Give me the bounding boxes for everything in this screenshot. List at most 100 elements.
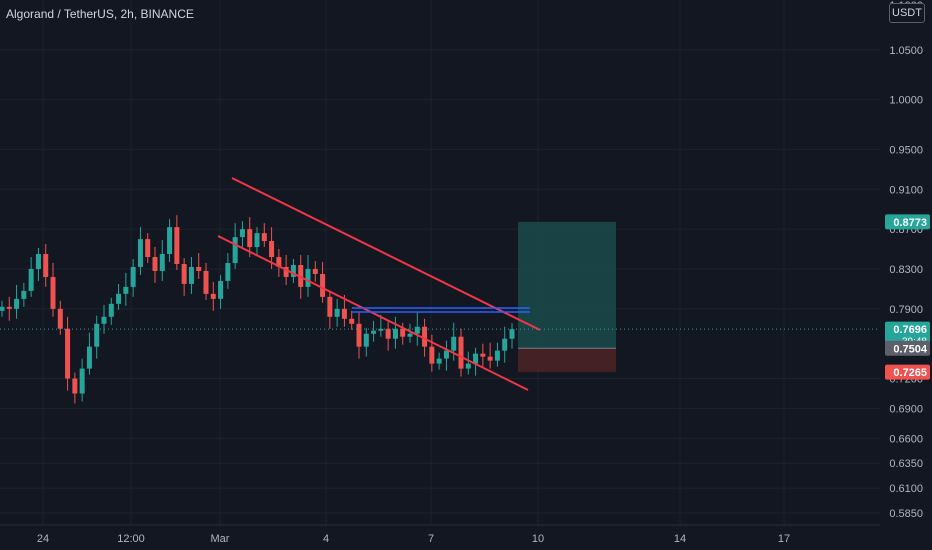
trend-drawings [0,177,880,391]
candle-body [94,323,100,347]
channel-lower-line [217,235,529,391]
candle-body [356,323,362,347]
candle-body [502,338,508,351]
position-zones [518,221,616,373]
channel-upper-line [231,177,541,331]
candle-body [50,276,56,309]
candle-body [509,329,515,339]
price-tick-label: 0.7900 [889,304,923,316]
candle-body [247,229,253,248]
candle-body [108,303,114,317]
candle-body [422,326,428,347]
candle-body [130,266,136,287]
candle-body [269,241,275,258]
candle-body [225,262,231,281]
candle-body [232,237,238,263]
candle-body [407,333,413,337]
candle-body [473,353,479,364]
candle-body [371,330,377,334]
candle-body [487,356,493,361]
candle-body [188,266,194,284]
candle-body [254,233,260,248]
price-label-stop [885,364,930,380]
candle-body [123,286,129,294]
candle-body [334,308,340,317]
price-tick-label: 0.5850 [889,508,923,520]
candle-body [283,266,289,277]
candle-body [458,336,464,369]
candle-body [152,257,158,271]
price-tick-label: 0.6900 [889,403,923,415]
candle-body [261,233,267,242]
candle-body [327,296,333,317]
candle-body [203,270,209,294]
candle-body [137,239,143,267]
candle-body [28,268,34,291]
candle-body [443,350,449,359]
price-tick-label: 0.9100 [889,184,923,196]
candle-body [451,336,457,351]
price-label-text-target: 0.8773 [893,217,927,229]
currency-button[interactable]: USDT [889,3,925,23]
price-tick-label: 0.6350 [889,458,923,470]
price-tick-label: 0.9500 [889,144,923,156]
price-tick-label: 1.0000 [889,95,923,107]
candle-body [57,308,63,329]
candle-body [174,227,180,264]
candle-body [116,293,122,304]
candle-body [181,263,187,284]
candle-body [290,264,296,277]
candle-body [210,293,216,299]
candle-body [349,318,355,324]
candle-body [145,239,151,258]
stop-zone [518,348,616,373]
candle-body [35,254,41,269]
time-tick-label: 14 [674,533,686,545]
candle-body [429,346,435,364]
time-tick-label: 24 [37,533,49,545]
candles [0,215,515,404]
candle-body [378,328,384,331]
candle-body [480,353,486,357]
grid-lines [0,0,880,526]
time-tick-label: 4 [323,533,329,545]
candle-body [414,326,420,334]
time-tick-label: 17 [778,533,790,545]
price-label-text-stop: 0.7265 [893,367,927,379]
candle-body [0,306,5,311]
time-tick-label: 10 [532,533,544,545]
time-tick-label: Mar [211,533,230,545]
candle-body [196,266,202,271]
price-tick-label: 1.0500 [889,45,923,57]
candle-body [312,268,318,274]
time-axis[interactable]: 24 12:00 Mar 4 7 10 14 17 [37,533,790,545]
candle-body [6,306,12,309]
candle-body [385,328,391,339]
candle-body [79,368,85,394]
price-label-entry [885,340,930,356]
candle-body [14,298,20,309]
candle-body [436,358,442,364]
candle-body [21,290,27,299]
candle-body [72,378,78,394]
candle-body [218,280,224,299]
candle-body [276,257,282,267]
candle-body [101,316,107,324]
chart-title: Algorand / TetherUS, 2h, BINANCE [6,7,194,21]
time-tick-label: 12:00 [117,533,145,545]
candle-body [86,346,92,369]
candle-body [465,363,471,369]
price-label-text-entry: 0.7504 [893,343,928,355]
candle-body [159,254,165,271]
candle-body [494,350,500,361]
candle-body [305,268,311,287]
candle-body [239,229,245,238]
price-tick-label: 0.6600 [889,433,923,445]
candle-body [65,328,71,379]
candle-body [400,328,406,337]
price-tick-label: 0.6100 [889,483,923,495]
candle-body [167,227,173,255]
